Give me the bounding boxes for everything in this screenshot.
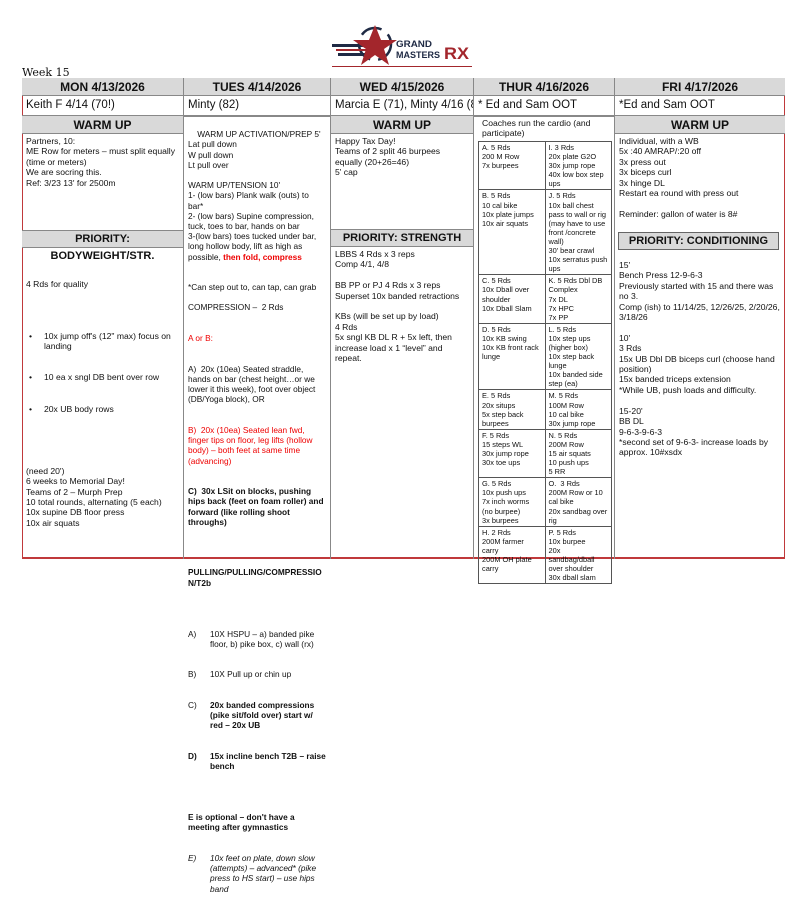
warmup-text: Partners, 10: ME Row for meters – must s… [26,136,176,188]
optional-note: E is optional – don't have a meeting aft… [188,812,297,833]
svg-text:GRAND: GRAND [396,39,432,50]
priority-intro: 4 Rds for quality [26,278,89,289]
warmup-emphasis: then fold, compress [223,251,302,262]
item-text: 20x banded compressions (pike sit/fold o… [210,699,317,731]
item-text: 15x incline bench T2B – raise bench [210,750,329,772]
station-cell: O. 3 Rds 200M Row or 10 cal bike 20x san… [544,477,612,527]
bullet-item: 20x UB body rows [26,404,179,415]
cardio-stations-table: A. 5 Rds 200 M Row 7x burpees I. 3 Rds 20… [478,140,612,585]
day-column-thur: THUR 4/16/2026 * Ed and Sam OOT Coaches … [474,78,615,585]
a-or-b-label: A or B: [188,333,213,344]
station-row: B. 5 Rds 10 cal bike 10x plate jumps 10x… [478,189,612,276]
priority-bullets: 10x jump off's (12" max) focus on landin… [26,310,179,435]
item-text: 10X HSPU – a) banded pike floor, b) pike… [210,628,317,649]
pulling-list: A) 10X HSPU – a) banded pike floor, b) pi… [188,608,326,792]
station-cell: C. 5 Rds 10x Dball over shoulder 10x Dba… [478,274,546,324]
station-row: F. 5 Rds 15 steps WL 30x jump rope 30x t… [478,428,612,479]
item-label: A) [188,628,197,639]
cardio-intro: Coaches run the cardio (and participate) [474,116,614,140]
item-text: 10X Pull up or chin up [210,669,292,680]
item-label: C) [188,699,197,710]
day-column-mon: MON 4/13/2026 Keith F 4/14 (70!) WARM UP… [22,78,184,559]
day-header: FRI 4/17/2026 [615,78,785,96]
day-header: THUR 4/16/2026 [474,78,614,96]
birthday-names: Keith F 4/14 (70!) [22,96,183,116]
station-cell: E. 5 Rds 20x situps 5x step back burpees [478,389,546,430]
day-header: TUES 4/14/2026 [184,78,330,96]
birthday-names: *Ed and Sam OOT [615,96,785,116]
priority-header: PRIORITY: STRENGTH [331,229,473,247]
option-e: 10x feet on plate, down slow (attempts) … [210,853,319,894]
pulling-title: PULLING/PULLING/COMPRESSION/T2b [188,567,322,588]
station-cell: N. 5 Rds 200M Row 15 air squats 10 push … [544,428,612,479]
bullet-item: 10x jump off's (12" max) focus on landin… [26,331,179,352]
station-row: C. 5 Rds 10x Dball over shoulder 10x Dba… [478,274,612,324]
station-row: H. 2 Rds 200M farmer carry 200M OH plate… [478,525,612,585]
station-row: A. 5 Rds 200 M Row 7x burpees I. 3 Rds 20… [478,140,612,191]
option-c: C) 30x LSit on blocks, pushing hips back… [188,486,326,527]
station-row: G. 5 Rds 10x push ups 7x inch worms (no … [478,477,612,527]
warmup-text: Individual, with a WB 5x :40 AMRAP/:20 o… [619,136,739,219]
option-a: A) 20x (10ea) Seated straddle, hands on … [188,363,318,405]
grand-masters-rx-logo: GRAND MASTERS RX [332,25,472,67]
warmup-text: Happy Tax Day! Teams of 2 split 46 burpe… [335,136,441,178]
day-column-fri: FRI 4/17/2026 *Ed and Sam OOT WARM UP In… [615,78,785,559]
day-column-wed: WED 4/15/2026 Marcia E (71), Minty 4/16 … [331,78,474,559]
station-row: D. 5 Rds 10x KB swing 10x KB front rack … [478,322,612,391]
station-cell: G. 5 Rds 10x push ups 7x inch worms (no … [478,477,546,527]
svg-text:RX: RX [444,44,470,63]
warmup-header: WARM UP [22,116,183,134]
priority-text: 15' Bench Press 12-9-6-3 Previously star… [619,260,780,458]
day-header: WED 4/15/2026 [331,78,473,96]
station-cell: P. 5 Rds 10x burpee 20x sandbag/dball ov… [544,525,612,585]
priority-section: 4 Rds for quality 10x jump off's (12" ma… [22,248,183,551]
station-row: E. 5 Rds 20x situps 5x step back burpees… [478,389,612,430]
tuesday-workout: WARM UP ACTIVATION/PREP 5' Lat pull down… [184,116,330,916]
week-label: Week 15 [22,66,70,79]
warmup-header: WARM UP [615,116,785,134]
svg-text:MASTERS: MASTERS [396,50,440,61]
station-cell: J. 5 Rds 10x ball chest pass to wall or … [544,189,612,276]
station-cell: B. 5 Rds 10 cal bike 10x plate jumps 10x… [478,189,546,276]
birthday-names: Minty (82) [184,96,330,116]
station-cell: I. 3 Rds 20x plate G2O 30x jump rope 40x… [544,140,612,191]
birthday-names: * Ed and Sam OOT [474,96,614,116]
station-cell: D. 5 Rds 10x KB swing 10x KB front rack … [478,322,546,391]
station-cell: H. 2 Rds 200M farmer carry 200M OH plate… [478,525,546,585]
priority-text: LBBS 4 Rds x 3 reps Comp 4/1, 4/8 BB PP … [335,249,460,364]
warmup-header: WARM UP [331,116,473,134]
priority-header: PRIORITY: CONDITIONING [618,232,779,250]
bullet-item: 10 ea x sngl DB bent over row [26,372,179,383]
birthday-names: Marcia E (71), Minty 4/16 (82), [331,96,473,116]
warmup-text: WARM UP ACTIVATION/PREP 5' Lat pull down… [188,129,321,262]
station-cell: L. 5 Rds 10x step ups (higher box) 10x s… [544,322,612,391]
station-cell: K. 5 Rds Dbl DB Complex 7x DL 7x HPC 7x … [544,274,612,324]
station-cell: F. 5 Rds 15 steps WL 30x jump rope 30x t… [478,428,546,479]
day-column-tues: TUES 4/14/2026 Minty (82) WARM UP ACTIVA… [184,78,331,894]
option-b: B) 20x (10ea) Seated lean fwd, finger ti… [188,424,315,466]
item-label: B) [188,669,197,680]
station-cell: M. 5 Rds 100M Row 10 cal bike 30x jump r… [544,389,612,430]
item-label: D) [188,750,197,761]
compression-intro: *Can step out to, can tap, can grab COMP… [188,282,317,313]
priority-header: PRIORITY: BODYWEIGHT/STR. [22,230,183,262]
station-cell: A. 5 Rds 200 M Row 7x burpees [478,140,546,191]
day-header: MON 4/13/2026 [22,78,183,96]
priority-text: (need 20') 6 weeks to Memorial Day! Team… [26,465,162,528]
item-label: E) [188,853,197,864]
